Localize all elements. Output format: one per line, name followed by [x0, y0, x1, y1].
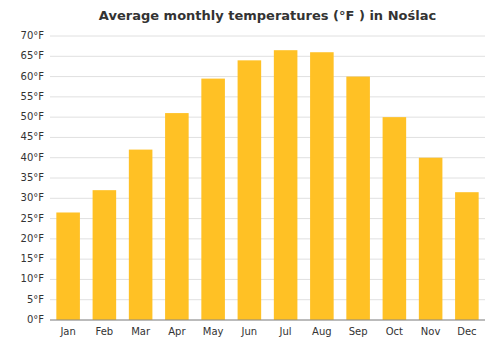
y-tick-labels: 0°F 5°F 10°F 15°F 20°F 25°F 30°F 35°F 40°F 45°F 50…	[21, 30, 45, 325]
y-tick-label: 40°F	[21, 152, 45, 163]
y-tick-label: 65°F	[21, 50, 45, 61]
grid-line	[50, 137, 485, 138]
bar	[56, 212, 80, 320]
y-tick-label: 70°F	[21, 30, 45, 41]
y-tick-label: 0°F	[27, 314, 44, 325]
bars	[56, 50, 478, 320]
x-tick-label: Mar	[131, 326, 151, 337]
y-tick-label: 5°F	[27, 294, 44, 305]
grid-line	[50, 117, 485, 118]
x-tick-label: Jul	[279, 326, 292, 337]
x-tick-labels: Jan Feb Mar Apr May Jun Jul Aug Sep Oct Nov Dec	[59, 326, 476, 337]
x-tick-label: May	[203, 326, 224, 337]
y-tick-label: 50°F	[21, 111, 45, 122]
bar	[274, 50, 298, 320]
y-tick-label: 30°F	[21, 192, 45, 203]
bar	[310, 52, 334, 320]
x-tick-label: Feb	[96, 326, 114, 337]
bar	[201, 79, 225, 320]
bar	[346, 77, 370, 320]
x-tick-label: Sep	[349, 326, 368, 337]
x-tick-label: Jun	[241, 326, 258, 337]
y-tick-label: 45°F	[21, 131, 45, 142]
grid-line	[50, 36, 485, 37]
chart: 0°F 5°F 10°F 15°F 20°F 25°F 30°F 35°F 40°F 45°F 50…	[0, 0, 500, 350]
chart-title: Average monthly temperatures (°F ) in No…	[99, 8, 436, 23]
x-tick-label: Jan	[59, 326, 75, 337]
bar	[129, 150, 153, 320]
bar	[455, 192, 479, 320]
bar	[165, 113, 189, 320]
y-grid	[50, 36, 485, 320]
bar	[238, 60, 262, 320]
grid-line	[50, 320, 485, 321]
y-tick-label: 35°F	[21, 172, 45, 183]
bar	[383, 117, 407, 320]
y-tick-label: 55°F	[21, 91, 45, 102]
page: {"chart_data": {"type": "bar", "title": …	[0, 0, 500, 350]
x-axis-line	[50, 320, 485, 321]
bar	[419, 158, 443, 320]
grid-line	[50, 56, 485, 57]
x-tick-label: Nov	[421, 326, 441, 337]
x-tick-label: Apr	[168, 326, 186, 337]
bar	[93, 190, 117, 320]
y-tick-label: 60°F	[21, 71, 45, 82]
grid-line	[50, 76, 485, 77]
y-tick-label: 25°F	[21, 213, 45, 224]
grid-line	[50, 96, 485, 97]
y-tick-label: 10°F	[21, 273, 45, 284]
y-tick-label: 15°F	[21, 253, 45, 264]
x-tick-label: Aug	[312, 326, 332, 337]
x-tick-label: Oct	[386, 326, 403, 337]
x-tick-label: Dec	[457, 326, 476, 337]
y-tick-label: 20°F	[21, 233, 45, 244]
